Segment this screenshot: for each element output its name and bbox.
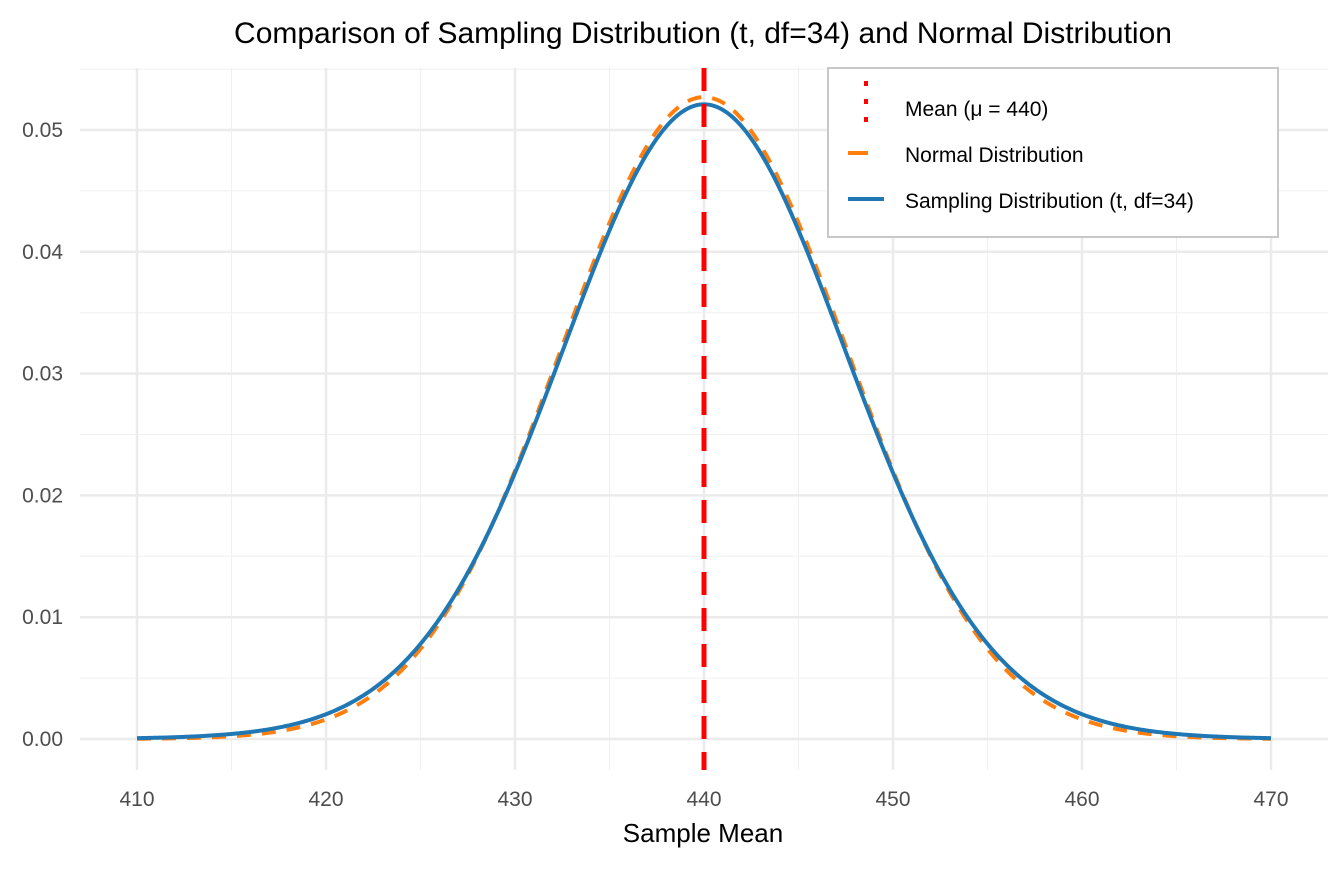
chart-title: Comparison of Sampling Distribution (t, … xyxy=(234,17,1172,50)
y-tick-label: 0.05 xyxy=(22,119,63,142)
x-axis-label: Sample Mean xyxy=(623,818,783,848)
y-tick-label: 0.02 xyxy=(22,484,63,507)
y-tick-label: 0.03 xyxy=(22,363,63,386)
x-tick-label: 420 xyxy=(308,788,343,811)
legend: Mean (μ = 440) Normal Distribution Sampl… xyxy=(827,67,1279,238)
y-tick-label: 0.04 xyxy=(22,241,63,264)
x-tick-label: 410 xyxy=(119,788,154,811)
y-tick-label: 0.01 xyxy=(22,606,63,629)
x-tick-label: 450 xyxy=(875,788,910,811)
legend-label-sampling: Sampling Distribution (t, df=34) xyxy=(905,190,1194,213)
legend-box xyxy=(827,67,1279,238)
x-axis-ticks: 410 420 430 440 450 460 470 xyxy=(119,788,1288,811)
legend-label-mean: Mean (μ = 440) xyxy=(905,98,1048,121)
y-axis-ticks: 0.00 0.01 0.02 0.03 0.04 0.05 xyxy=(22,119,63,751)
x-tick-label: 470 xyxy=(1253,788,1288,811)
x-tick-label: 440 xyxy=(686,788,721,811)
series-lines xyxy=(136,68,1272,770)
x-tick-label: 430 xyxy=(497,788,532,811)
x-tick-label: 460 xyxy=(1064,788,1099,811)
legend-label-normal: Normal Distribution xyxy=(905,144,1084,167)
y-tick-label: 0.00 xyxy=(22,728,63,751)
